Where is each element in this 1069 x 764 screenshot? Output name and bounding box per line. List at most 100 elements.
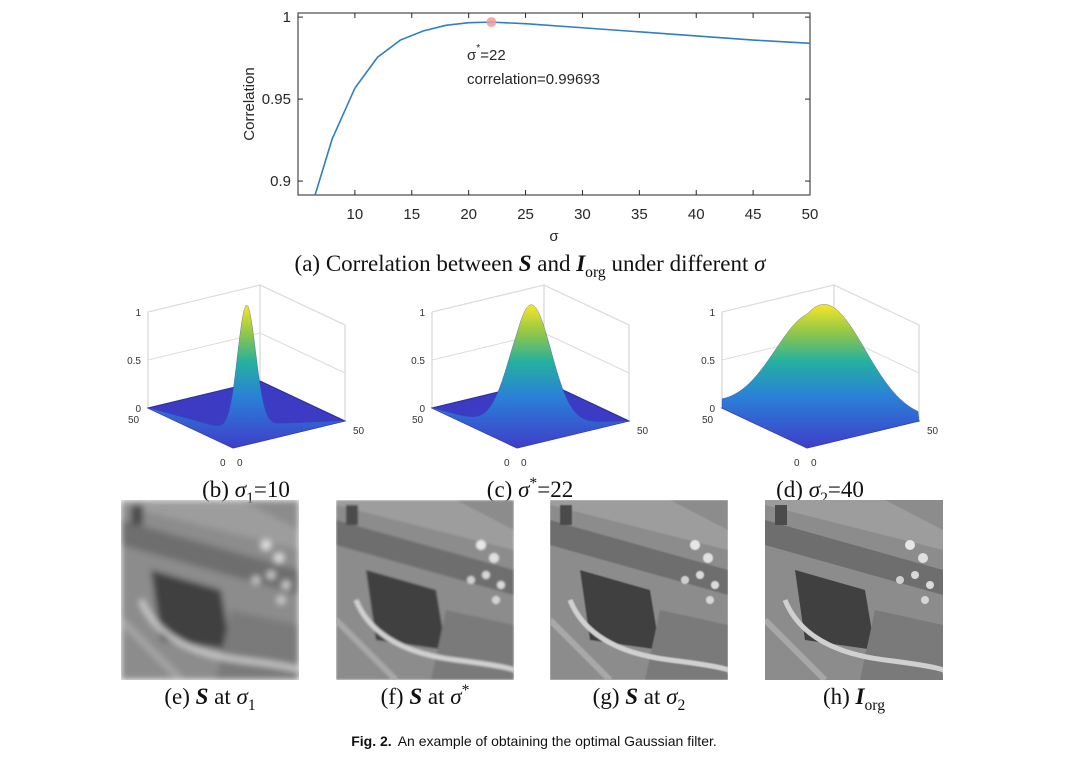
figure-text: An example of obtaining the optimal Gaus… — [398, 733, 717, 749]
y-start-label: 0 — [794, 458, 800, 469]
caption-part: (d) — [776, 477, 809, 502]
z-tick-label: 1 — [419, 308, 425, 319]
caption-part: I — [855, 684, 866, 709]
y-end-label: 50 — [412, 415, 424, 426]
caption-part: org — [864, 697, 885, 714]
line-series — [314, 21, 811, 196]
caption: (c) σ*=22 — [487, 475, 573, 502]
image-content — [765, 500, 948, 680]
x-tick-label: 45 — [745, 206, 762, 223]
caption-part: σ — [235, 477, 248, 502]
caption-part: and — [532, 251, 577, 276]
y-tick-label: 1 — [283, 9, 291, 26]
caption-part: 1 — [246, 490, 254, 507]
image-content — [336, 500, 519, 680]
caption-part: σ — [467, 47, 477, 64]
z-tick-label: 1 — [135, 308, 141, 319]
z-tick-label: 0 — [419, 404, 425, 415]
plot-frame — [297, 12, 811, 196]
caption: (g) S at σ2 — [593, 684, 686, 714]
caption: (h) Iorg — [823, 684, 885, 714]
caption-part: * — [529, 475, 537, 492]
z-grid — [147, 284, 261, 313]
y-axis-label: Correlation — [241, 67, 258, 140]
caption-part: 1 — [248, 697, 256, 714]
caption-part: =22 — [480, 47, 505, 64]
z-grid — [721, 284, 835, 313]
caption-part: (h) — [823, 684, 856, 709]
filtered-image — [121, 500, 304, 680]
caption-part: σ — [450, 684, 463, 709]
caption-part: σ — [809, 477, 822, 502]
caption-part: at — [422, 684, 450, 709]
z-tick-label: 0.5 — [127, 356, 141, 367]
y-tick-label: 0.9 — [270, 173, 291, 190]
x-tick-label: 30 — [574, 206, 591, 223]
annotation: correlation=0.99693 — [467, 71, 600, 88]
z-tick-label: 1 — [709, 308, 715, 319]
caption-part: σ — [754, 251, 767, 276]
annotation: σ*=22 — [467, 43, 506, 64]
z-grid — [543, 332, 630, 374]
x-end-label: 50 — [927, 426, 939, 437]
y-end-label: 50 — [128, 415, 140, 426]
caption-part: =40 — [828, 477, 864, 502]
y-tick-label: 0.95 — [262, 91, 291, 108]
image-content — [121, 500, 304, 680]
caption-part: σ — [237, 684, 250, 709]
filtered-image — [336, 500, 519, 680]
z-tick-label: 0 — [135, 404, 141, 415]
x-tick-label: 35 — [631, 206, 648, 223]
caption-part: (e) — [164, 684, 195, 709]
x-start-label: 0 — [237, 458, 243, 469]
caption-part: =10 — [254, 477, 290, 502]
caption-part: S — [409, 684, 422, 709]
caption: (a) Correlation between S and Iorg under… — [295, 251, 768, 281]
x-tick-label: 40 — [688, 206, 705, 223]
caption-part: * — [476, 43, 480, 54]
caption-part: 2 — [820, 490, 828, 507]
x-end-label: 50 — [353, 426, 365, 437]
caption-part: (f) — [381, 684, 410, 709]
caption-part: σ — [518, 477, 531, 502]
caption: (b) σ1=10 — [202, 477, 290, 507]
x-tick-label: 20 — [460, 206, 477, 223]
caption-part: S — [196, 684, 209, 709]
caption-part: * — [462, 682, 470, 699]
caption-part: org — [585, 264, 606, 281]
caption-part: S — [625, 684, 638, 709]
z-grid — [833, 284, 920, 326]
z-grid — [431, 284, 545, 313]
x-tick-label: 25 — [517, 206, 534, 223]
caption-part: =22 — [537, 477, 573, 502]
image-content — [550, 500, 733, 680]
z-grid — [259, 284, 346, 326]
z-tick-label: 0.5 — [701, 356, 715, 367]
y-start-label: 0 — [220, 458, 226, 469]
caption: (e) S at σ1 — [164, 684, 255, 714]
caption-part: (g) — [593, 684, 626, 709]
caption-part: 2 — [678, 697, 686, 714]
caption-part: at — [638, 684, 666, 709]
y-start-label: 0 — [504, 458, 510, 469]
x-tick-label: 50 — [802, 206, 819, 223]
optimum-point — [486, 17, 497, 28]
y-end-label: 50 — [702, 415, 714, 426]
caption-part: (b) — [202, 477, 235, 502]
caption-part: S — [519, 251, 532, 276]
caption: (d) σ2=40 — [776, 477, 864, 507]
x-axis-label: σ — [549, 228, 559, 245]
gaussian-surface — [431, 304, 630, 449]
gaussian-surface — [147, 304, 346, 449]
caption-part: (a) Correlation between — [295, 251, 519, 276]
caption-part: at — [208, 684, 236, 709]
caption-part: σ — [666, 684, 679, 709]
caption-part: I — [575, 251, 586, 276]
x-tick-label: 10 — [347, 206, 364, 223]
figure-label: Fig. 2. — [351, 733, 391, 749]
x-start-label: 0 — [811, 458, 817, 469]
